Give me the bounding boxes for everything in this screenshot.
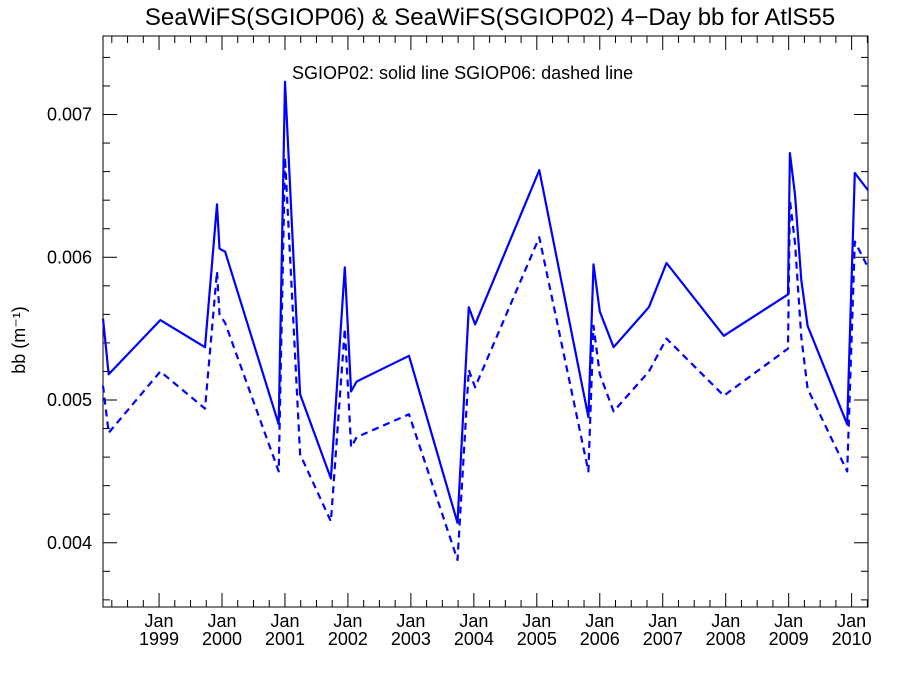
x-tick-label-month: Jan (207, 611, 236, 631)
y-tick-label: 0.005 (47, 390, 92, 410)
x-tick-label-month: Jan (648, 611, 677, 631)
x-tick-label-month: Jan (522, 611, 551, 631)
x-tick-label-year: 2002 (328, 629, 368, 649)
x-tick-label-month: Jan (711, 611, 740, 631)
x-tick-label-year: 2000 (202, 629, 242, 649)
x-tick-label-year: 2007 (643, 629, 683, 649)
x-tick-label-year: 2009 (769, 629, 809, 649)
x-tick-label-year: 2003 (391, 629, 431, 649)
x-tick-label-month: Jan (837, 611, 866, 631)
series-line-sgiop02 (101, 80, 869, 524)
chart-title: SeaWiFS(SGIOP06) & SeaWiFS(SGIOP02) 4−Da… (145, 4, 835, 31)
x-tick-label-year: 2004 (454, 629, 494, 649)
x-tick-label-year: 1999 (139, 629, 179, 649)
tick-labels: Jan1999Jan2000Jan2001Jan2002Jan2003Jan20… (47, 105, 872, 649)
series-annotation: SGIOP02: solid line SGIOP06: dashed line (292, 63, 633, 83)
x-tick-label-year: 2006 (580, 629, 620, 649)
x-tick-label-month: Jan (333, 611, 362, 631)
x-tick-label-month: Jan (774, 611, 803, 631)
plot-frame (102, 35, 869, 608)
x-tick-label-month: Jan (396, 611, 425, 631)
y-tick-label: 0.007 (47, 105, 92, 125)
x-tick-label-month: Jan (585, 611, 614, 631)
axis-ticks (103, 36, 868, 607)
x-tick-label-year: 2008 (706, 629, 746, 649)
x-tick-label-year: 2010 (832, 629, 872, 649)
x-tick-label-month: Jan (270, 611, 299, 631)
y-axis-label: bb (m⁻¹) (9, 306, 29, 374)
x-tick-label-month: Jan (459, 611, 488, 631)
x-tick-label-year: 2005 (517, 629, 557, 649)
series-layer (101, 80, 869, 562)
x-tick-label-year: 2001 (265, 629, 305, 649)
plot-area (101, 35, 869, 608)
x-tick-label-month: Jan (145, 611, 174, 631)
y-tick-label: 0.004 (47, 533, 92, 553)
y-tick-label: 0.006 (47, 247, 92, 267)
